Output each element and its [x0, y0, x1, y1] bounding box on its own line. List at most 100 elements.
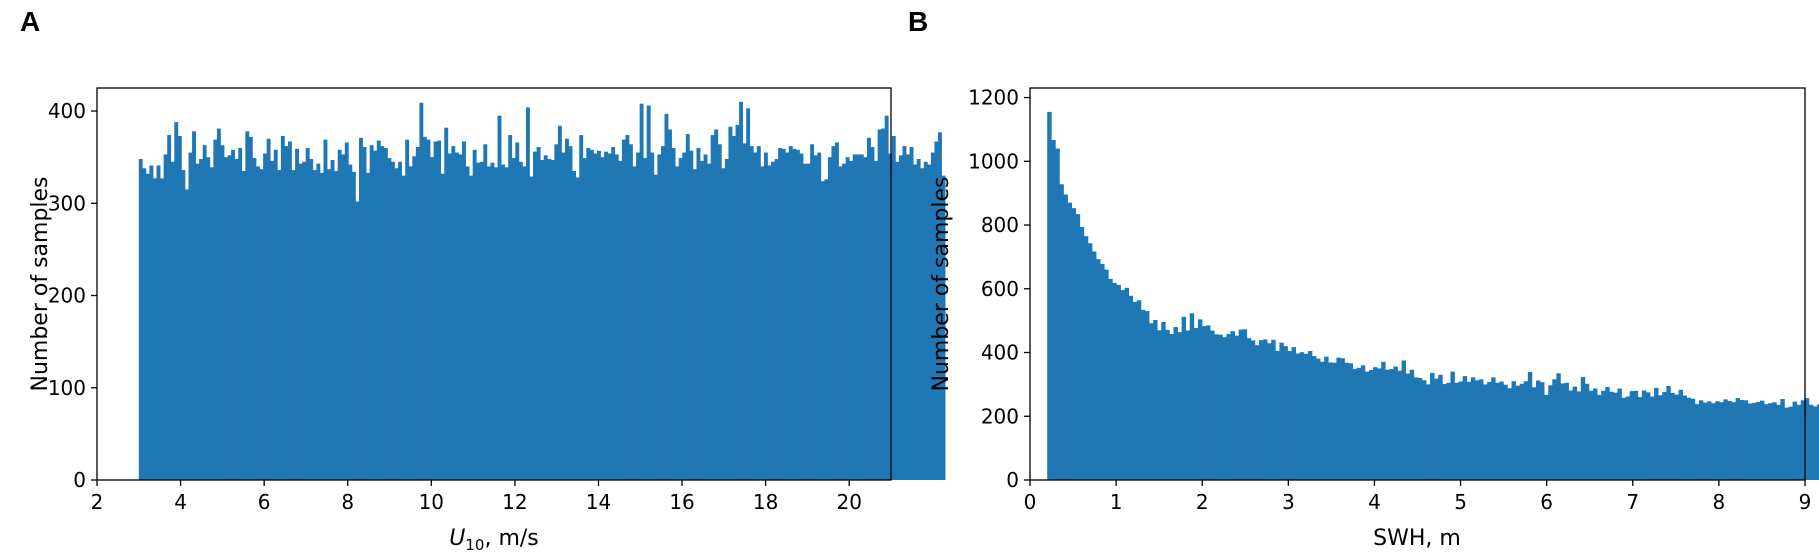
histogram-bar-a — [646, 105, 651, 481]
histogram-bar-b — [1421, 380, 1427, 480]
histogram-bar-a — [835, 142, 839, 481]
histogram-bar-a — [636, 152, 640, 480]
histogram-bar-b — [1588, 390, 1594, 480]
histogram-bar-a — [785, 152, 790, 480]
histogram-bar-a — [216, 128, 221, 480]
x-tick-label-b: 9 — [1799, 490, 1812, 514]
histogram-bar-b — [1792, 401, 1798, 480]
histogram-bar-b — [1393, 366, 1398, 480]
histogram-bar-b — [1817, 404, 1819, 480]
histogram-bar-b — [1780, 399, 1785, 480]
histogram-bar-b — [1788, 406, 1793, 480]
histogram-bar-b — [1214, 334, 1219, 480]
x-tick-label-b: 2 — [1196, 490, 1209, 514]
histogram-bar-b — [1096, 259, 1101, 480]
histogram-bar-b — [1055, 148, 1060, 481]
histogram-bar-b — [1540, 382, 1545, 480]
histogram-bar-b — [1617, 388, 1622, 480]
histogram-bar-a — [898, 155, 903, 480]
histogram-bar-b — [1197, 319, 1203, 480]
x-axis-label-a-rest: , m/s — [484, 526, 538, 551]
histogram-bar-b — [1299, 352, 1305, 480]
histogram-bar-a — [731, 135, 736, 480]
histogram-bar-b — [1153, 320, 1158, 480]
histogram-bar-a — [927, 164, 932, 480]
histogram-bar-a — [202, 145, 207, 480]
histogram-bar-a — [700, 160, 704, 480]
histogram-bar-b — [1092, 251, 1097, 480]
histogram-bar-a — [327, 169, 331, 481]
histogram-bar-a — [522, 166, 527, 480]
histogram-bar-b — [1250, 340, 1256, 480]
histogram-bar-a — [483, 144, 488, 480]
histogram-bar-b — [1552, 379, 1557, 480]
histogram-bar-a — [692, 169, 697, 481]
histogram-bar-a — [575, 177, 580, 480]
histogram-bar-a — [579, 135, 584, 481]
histogram-bar-a — [547, 159, 552, 480]
histogram-bar-b — [1112, 283, 1117, 480]
histogram-bar-b — [1307, 350, 1313, 480]
histogram-bar-b — [1340, 358, 1345, 480]
histogram-bar-b — [1735, 398, 1740, 480]
histogram-bar-b — [1377, 368, 1382, 480]
histogram-bar-a — [476, 162, 481, 480]
histogram-bar-a — [199, 159, 204, 480]
y-tick-label-b: 200 — [981, 404, 1019, 428]
histogram-bar-a — [849, 160, 854, 480]
histogram-bar-b — [1450, 371, 1455, 480]
histogram-bar-b — [1609, 391, 1614, 480]
histogram-bar-a — [256, 166, 260, 480]
histogram-bar-a — [760, 166, 765, 480]
histogram-bar-a — [774, 159, 779, 480]
histogram-bar-a — [728, 126, 733, 481]
x-axis-label-b: SWH, m — [1373, 526, 1461, 551]
histogram-bar-a — [252, 158, 257, 480]
histogram-bar-b — [1254, 345, 1260, 480]
histogram-bar-a — [227, 155, 232, 480]
histogram-bar-a — [302, 161, 307, 481]
histogram-bar-a — [440, 173, 445, 480]
histogram-bar-b — [1572, 386, 1578, 480]
histogram-bar-a — [511, 158, 516, 480]
histogram-bar-a — [799, 153, 804, 481]
histogram-bar-a — [334, 171, 339, 480]
histogram-bar-a — [394, 168, 399, 481]
histogram-bar-a — [746, 108, 751, 480]
histogram-bar-a — [213, 139, 218, 480]
histogram-bar-a — [504, 167, 509, 480]
histogram-bar-b — [1593, 388, 1598, 480]
histogram-bar-a — [344, 142, 349, 481]
histogram-bar-b — [1650, 396, 1655, 480]
histogram-bar-b — [1613, 392, 1618, 480]
bars-a — [138, 101, 946, 481]
y-tick-label-b: 1000 — [968, 149, 1019, 173]
histogram-bar-b — [1519, 383, 1525, 480]
histogram-bar-b — [1246, 338, 1252, 480]
histogram-bar-a — [611, 147, 616, 480]
histogram-bar-a — [160, 178, 164, 480]
histogram-bar-a — [717, 144, 722, 480]
histogram-bar-a — [735, 124, 740, 480]
histogram-bar-b — [1267, 343, 1272, 480]
histogram-bar-b — [1637, 397, 1643, 480]
histogram-bar-a — [810, 144, 815, 480]
x-axis-label-a-sub: 10 — [465, 536, 484, 552]
histogram-bar-a — [419, 102, 424, 480]
histogram-bar-b — [1426, 384, 1431, 480]
histogram-bar-a — [813, 155, 818, 480]
histogram-bar-a — [742, 143, 747, 480]
histogram-bar-a — [763, 152, 768, 480]
histogram-bar-b — [1051, 139, 1056, 480]
y-tick-label-a: 200 — [48, 284, 86, 308]
histogram-bar-b — [1747, 403, 1753, 480]
histogram-bar-b — [1812, 406, 1818, 480]
histogram-bar-b — [1356, 367, 1362, 480]
histogram-bar-a — [618, 160, 623, 480]
histogram-bar-a — [142, 168, 147, 481]
x-tick-label-b: 6 — [1540, 490, 1553, 514]
histogram-bar-b — [1336, 357, 1341, 480]
histogram-bar-a — [920, 168, 925, 481]
histogram-bar-a — [884, 115, 889, 481]
histogram-bar-b — [1625, 396, 1631, 480]
